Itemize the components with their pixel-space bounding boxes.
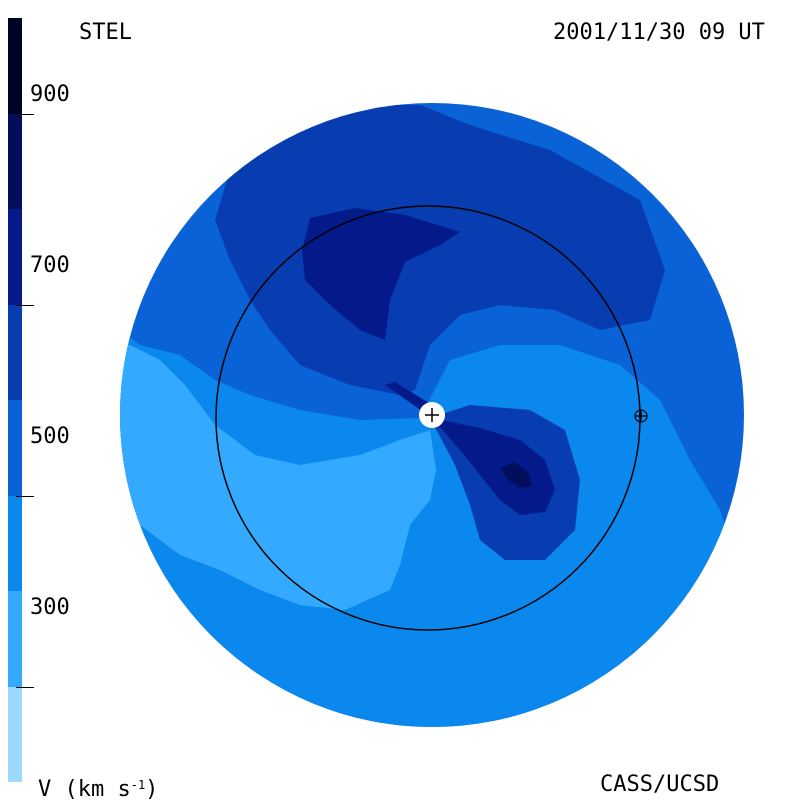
colorbar-tick-mark bbox=[16, 686, 34, 688]
contour-700-800-lobe bbox=[432, 418, 555, 515]
contour-700-800 bbox=[302, 208, 460, 340]
units-close: ) bbox=[145, 777, 159, 800]
colorbar-segment bbox=[8, 18, 22, 114]
colorbar-tick-mark bbox=[16, 304, 34, 306]
colorbar-segment bbox=[8, 591, 22, 687]
contour-600-700 bbox=[215, 105, 665, 395]
colorbar-tick-mark bbox=[16, 495, 34, 497]
colorbar-segment bbox=[8, 209, 22, 305]
contour-400-500 bbox=[120, 330, 740, 727]
contour-800-900 bbox=[500, 462, 532, 488]
colorbar-segment bbox=[8, 495, 22, 591]
colorbar-segment bbox=[8, 686, 22, 782]
colorbar-segment bbox=[8, 304, 22, 400]
units-exponent: -1 bbox=[130, 778, 146, 792]
colorbar-segment bbox=[8, 113, 22, 209]
earth-orbit-circle bbox=[215, 205, 641, 631]
contour-700-800-streamer bbox=[385, 382, 432, 418]
colorbar-tick-mark bbox=[16, 113, 34, 115]
colorbar-tick-label-900: 900 bbox=[30, 82, 70, 107]
colorbar-units-label: V (km s-1) bbox=[38, 774, 158, 800]
contour-300-400 bbox=[120, 340, 436, 610]
colorbar-tick-label-300: 300 bbox=[30, 595, 70, 620]
credit-label: CASS/UCSD bbox=[600, 772, 720, 797]
timestamp-label: 2001/11/30 09 UT bbox=[553, 20, 765, 45]
units-text: V (km s bbox=[38, 777, 131, 800]
earth-icon bbox=[634, 409, 648, 423]
colorbar-tick-label-500: 500 bbox=[30, 424, 70, 449]
velocity-colorbar bbox=[8, 18, 34, 782]
sun-icon bbox=[419, 402, 445, 428]
source-label: STEL bbox=[79, 20, 132, 45]
colorbar-tick-label-700: 700 bbox=[30, 253, 70, 278]
colorbar-segment bbox=[8, 400, 22, 496]
